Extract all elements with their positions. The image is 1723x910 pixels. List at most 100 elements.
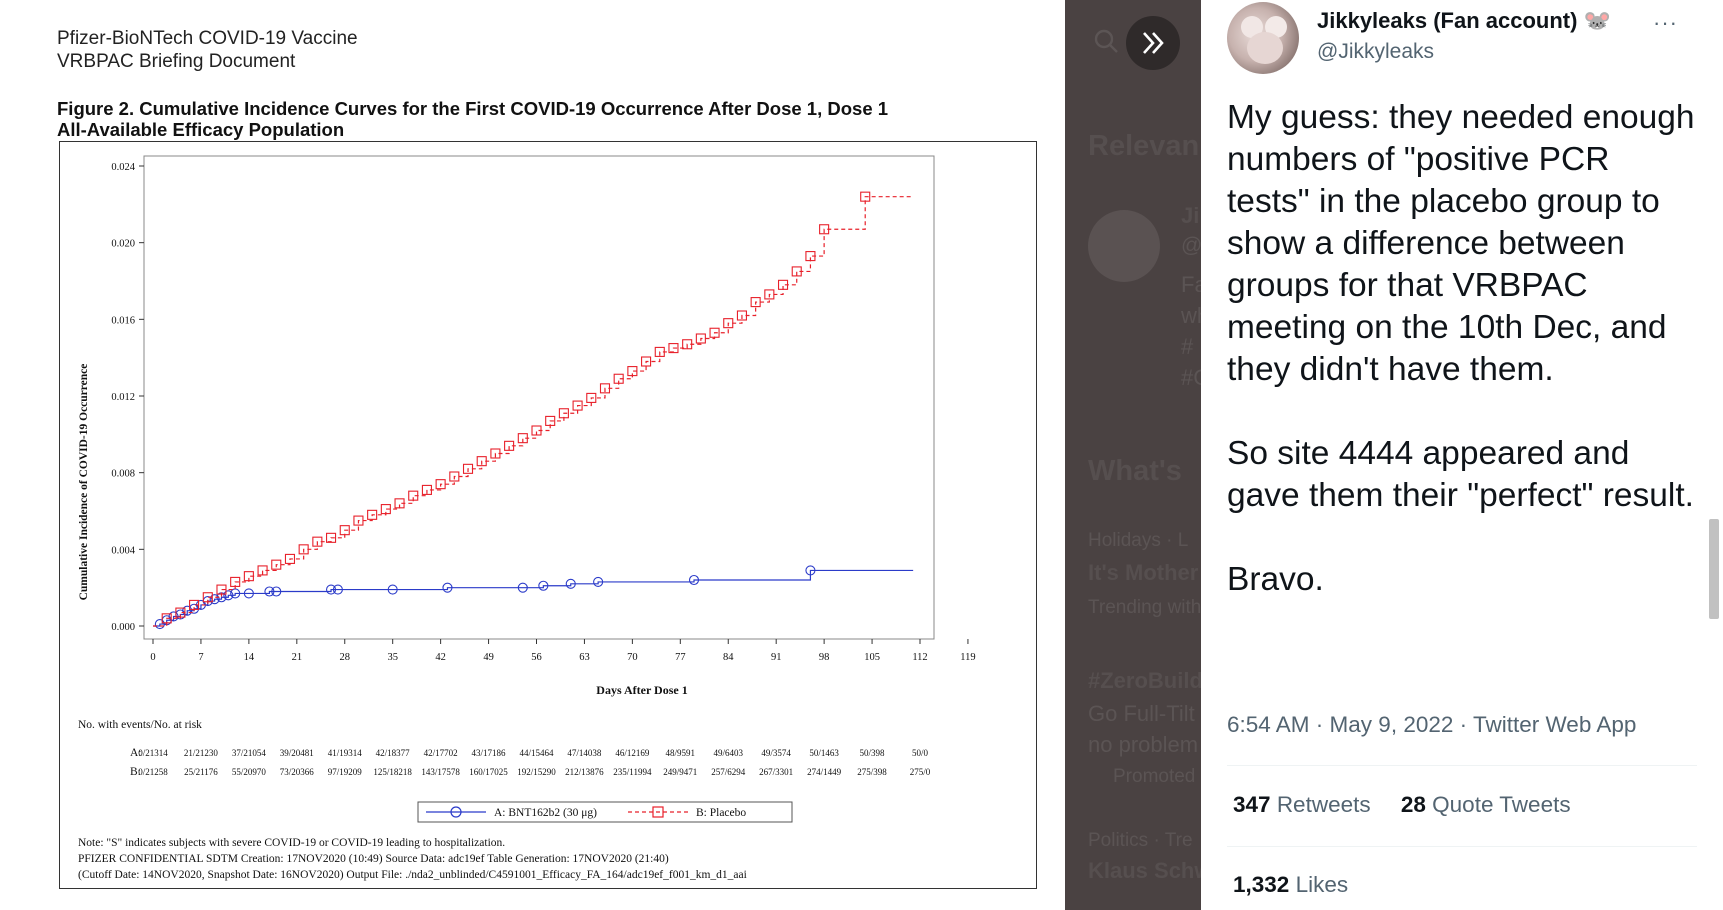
- x-tick-label: 35: [387, 652, 398, 663]
- placebo-point: [380, 504, 391, 515]
- vaccine-point: [271, 586, 282, 597]
- risk-table-title: No. with events/No. at risk: [78, 719, 202, 731]
- y-tick-label: 0.004: [111, 545, 135, 556]
- trend-desc-2b: no problem: [1088, 732, 1199, 757]
- risk-row-a-label: A:: [130, 747, 142, 759]
- x-tick-label: 84: [723, 652, 734, 663]
- x-axis-label: Days After Dose 1: [596, 683, 687, 697]
- placebo-curve: [153, 196, 914, 627]
- placebo-point: [189, 599, 200, 610]
- vaccine-point: [442, 582, 453, 593]
- x-tick-label: 63: [579, 652, 590, 663]
- tweet-text: My guess: they needed enough numbers of …: [1227, 99, 1695, 598]
- placebo-point: [326, 532, 337, 543]
- placebo-point: [161, 613, 172, 624]
- tweet-timestamp[interactable]: 6:54 AM · May 9, 2022 · Twitter Web App: [1227, 712, 1637, 737]
- background-handle: @: [1181, 234, 1201, 257]
- placebo-point: [545, 415, 556, 426]
- x-tick-label: 70: [627, 652, 638, 663]
- vaccine-point: [326, 584, 337, 595]
- attached-image: Pfizer-BioNTech COVID-19 Vaccine VRBPAC …: [0, 0, 1065, 910]
- placebo-point: [695, 333, 706, 344]
- risk-b-cell: 249/9471: [663, 767, 697, 777]
- risk-a-cell: 50/0: [912, 748, 929, 758]
- tweet-stats: 347 Retweets 28 Quote Tweets: [1233, 792, 1571, 818]
- trend-title-1[interactable]: It's Mother: [1088, 560, 1199, 585]
- placebo-point: [709, 327, 720, 338]
- quote-tweets-link[interactable]: 28 Quote Tweets: [1401, 792, 1571, 817]
- figure-frame: 0.000 0.004 0.008 0.012 0.016 0.020 0.024 0 7 14 2…: [59, 141, 1037, 889]
- likes-link[interactable]: 1,332 Likes: [1233, 872, 1348, 898]
- scrollbar[interactable]: [1709, 519, 1719, 619]
- vaccine-point: [182, 605, 193, 616]
- trend-title-3[interactable]: Klaus Schw: [1088, 858, 1201, 883]
- placebo-point: [367, 509, 378, 520]
- trend-category-1: Holidays · L: [1088, 530, 1189, 551]
- likes-label: Likes: [1295, 872, 1349, 897]
- placebo-point: [312, 536, 323, 547]
- plot-area: [143, 155, 935, 640]
- retweets-count: 347: [1233, 792, 1271, 817]
- placebo-point: [586, 392, 597, 403]
- vaccine-point: [243, 588, 254, 599]
- vaccine-point: [538, 580, 549, 591]
- document-header: Pfizer-BioNTech COVID-19 Vaccine VRBPAC …: [57, 27, 358, 73]
- risk-a-cell: 21/21230: [184, 748, 219, 758]
- more-options-icon[interactable]: ···: [1653, 10, 1678, 35]
- risk-b-cell: 212/13876: [565, 767, 604, 777]
- display-name[interactable]: Jikkyleaks (Fan account) 🐭: [1317, 8, 1611, 33]
- background-bio-3: #: [1181, 334, 1194, 359]
- risk-b-cell: 55/20970: [232, 767, 267, 777]
- note-line-3: (Cutoff Date: 14NOV2020, Snapshot Date: …: [78, 869, 747, 881]
- placebo-point: [613, 373, 624, 384]
- x-tick-label: 112: [912, 652, 927, 663]
- placebo-point: [750, 297, 761, 308]
- avatar[interactable]: [1227, 2, 1299, 74]
- likes-count: 1,332: [1233, 872, 1290, 897]
- expand-sidebar-button[interactable]: [1126, 16, 1180, 70]
- x-tick-label: 91: [771, 652, 782, 663]
- x-tick-label: 77: [675, 652, 686, 663]
- retweets-link[interactable]: 347 Retweets: [1233, 792, 1371, 817]
- risk-b-cell: 125/18218: [373, 767, 412, 777]
- user-handle[interactable]: @Jikkyleaks: [1317, 40, 1435, 63]
- y-tick-label: 0.020: [111, 239, 135, 250]
- risk-b-cell: 192/15290: [517, 767, 556, 777]
- whats-happening-heading: What's: [1088, 455, 1182, 487]
- promoted-label: Promoted: [1113, 766, 1196, 787]
- cumulative-incidence-chart: 0.000 0.004 0.008 0.012 0.016 0.020 0.024 0 7 14 2…: [78, 155, 976, 881]
- x-tick-label: 0: [150, 652, 155, 663]
- search-icon[interactable]: [1093, 28, 1119, 59]
- placebo-point: [462, 463, 474, 474]
- retweets-label: Retweets: [1276, 792, 1371, 817]
- risk-b-cell: 235/11994: [613, 767, 652, 777]
- risk-row-b-label: B:: [130, 766, 141, 778]
- vaccine-point: [332, 584, 343, 595]
- placebo-point: [860, 191, 871, 202]
- legend-a-label: A: BNT162b2 (30 μg): [494, 807, 597, 819]
- figure-title-line-1: Figure 2. Cumulative Incidence Curves fo…: [57, 98, 889, 119]
- header-line-1: Pfizer-BioNTech COVID-19 Vaccine: [57, 28, 358, 49]
- background-bio-4: #C: [1181, 365, 1201, 390]
- vaccine-point: [565, 578, 576, 589]
- x-tick-label: 7: [198, 652, 203, 663]
- placebo-point: [298, 544, 309, 555]
- placebo-point: [627, 366, 638, 377]
- divider: [1227, 846, 1697, 847]
- y-tick-label: 0.024: [111, 162, 135, 173]
- placebo-point: [243, 571, 254, 582]
- risk-b-cell: 143/17578: [421, 767, 460, 777]
- legend-a-marker: [450, 806, 462, 818]
- tweet-panel: Jikkyleaks (Fan account) 🐭 @Jikkyleaks ·…: [1201, 0, 1723, 910]
- trend-title-2[interactable]: #ZeroBuild: [1088, 668, 1201, 693]
- placebo-point: [764, 289, 775, 300]
- placebo-point: [490, 448, 501, 459]
- placebo-point: [777, 279, 789, 290]
- risk-b-cell: 275/398: [857, 767, 887, 777]
- placebo-point: [271, 559, 282, 570]
- quotes-label: Quote Tweets: [1432, 792, 1571, 817]
- placebo-point: [339, 525, 350, 536]
- placebo-point: [435, 479, 446, 490]
- placebo-point: [668, 343, 679, 354]
- y-tick-label: 0.012: [111, 392, 135, 403]
